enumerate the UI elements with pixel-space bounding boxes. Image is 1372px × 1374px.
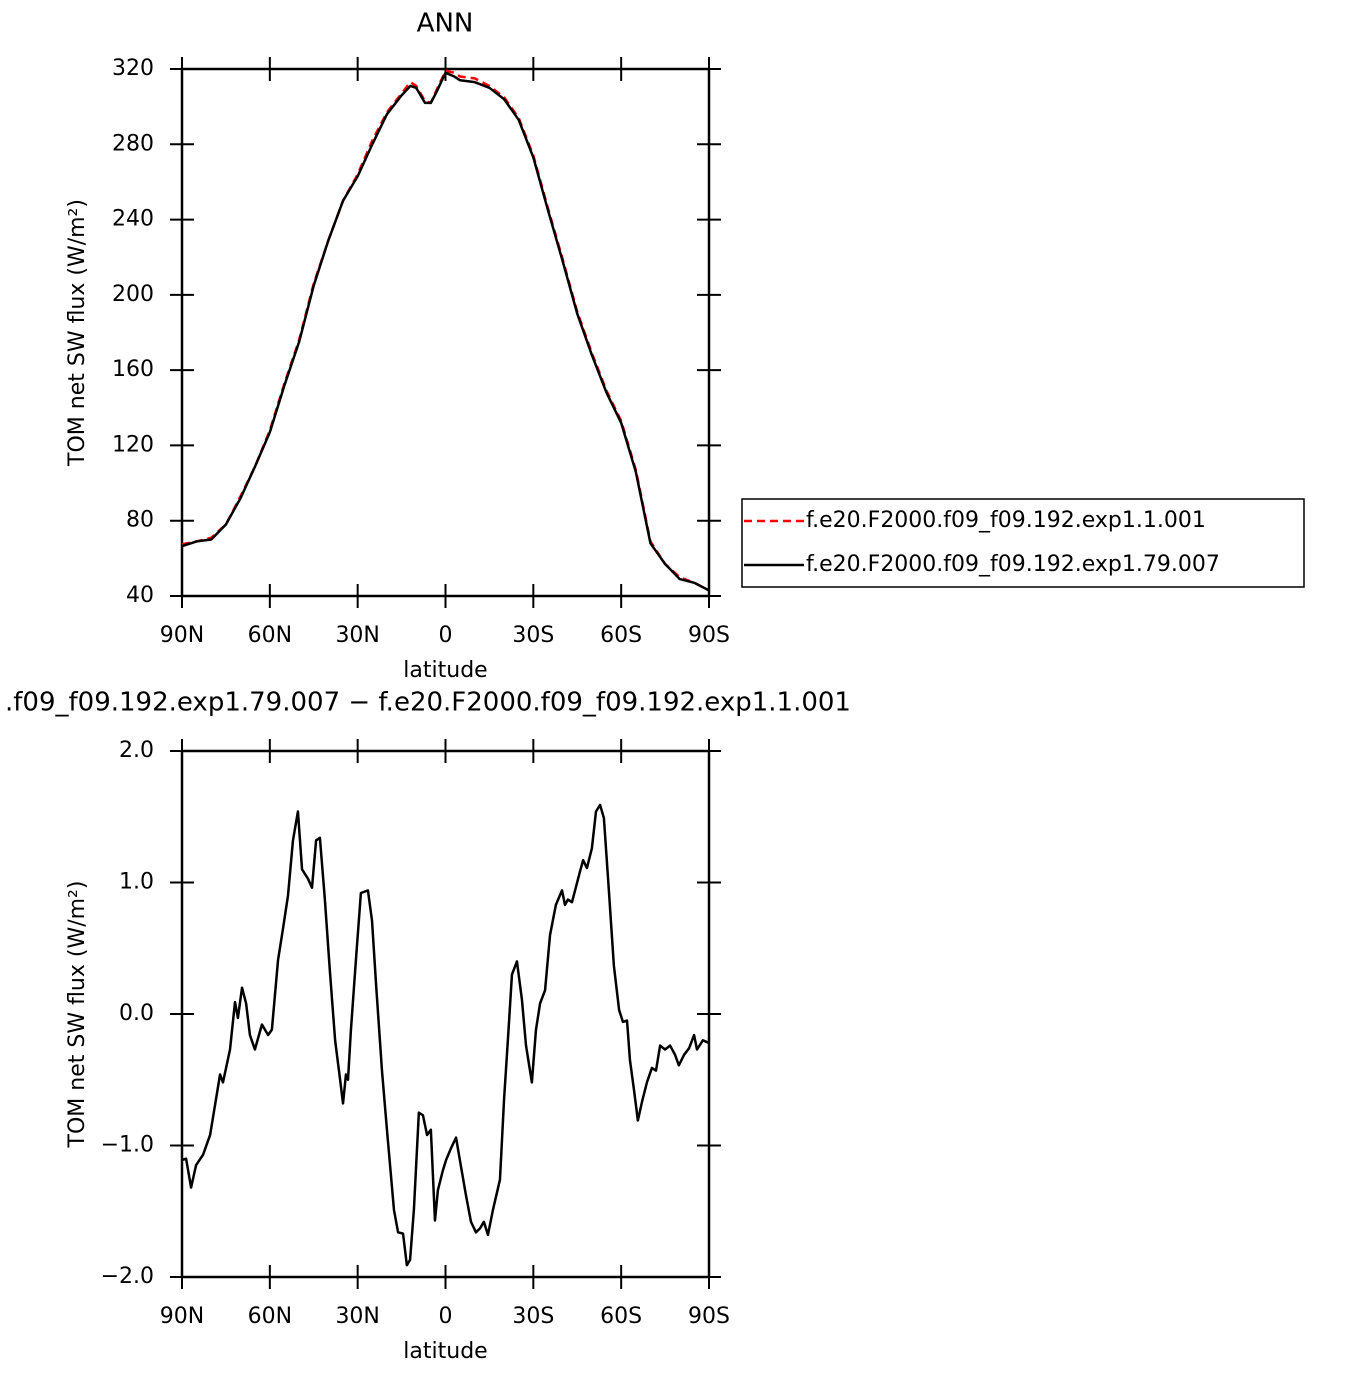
series-line (181, 69, 710, 592)
y-tick-label: 160 (112, 357, 154, 382)
y-tick-label: 280 (112, 131, 154, 156)
series-line (181, 71, 710, 592)
x-tick-label: 0 (439, 1304, 453, 1329)
x-tick-label: 30N (335, 623, 379, 648)
chart-title: .f09_f09.192.exp1.79.007 − f.e20.F2000.f… (5, 688, 851, 718)
y-tick-label: 40 (126, 583, 154, 608)
x-tick-label: 90N (160, 623, 204, 648)
x-tick-label: 60N (248, 623, 292, 648)
y-tick-label: 1.0 (119, 870, 154, 895)
y-axis-label: TOM net SW flux (W/m²) (65, 199, 90, 467)
legend-label: f.e20.F2000.f09_f09.192.exp1.79.007 (806, 552, 1220, 577)
legend-box (741, 498, 1305, 588)
y-axis-label: TOM net SW flux (W/m²) (65, 881, 90, 1149)
y-tick-label: 80 (126, 508, 154, 533)
x-tick-label: 90N (160, 1304, 204, 1329)
x-tick-label: 60S (600, 1304, 642, 1329)
series-line (181, 803, 710, 1267)
y-tick-label: −2.0 (101, 1264, 154, 1289)
y-tick-label: 200 (112, 282, 154, 307)
y-tick-label: −1.0 (101, 1133, 154, 1158)
x-tick-label: 60N (248, 1304, 292, 1329)
y-tick-label: 120 (112, 432, 154, 457)
x-tick-label: 0 (439, 623, 453, 648)
x-tick-label: 90S (688, 1304, 730, 1329)
x-tick-label: 30N (335, 1304, 379, 1329)
x-tick-label: 60S (600, 623, 642, 648)
y-tick-label: 0.0 (119, 1001, 154, 1026)
x-axis-label: latitude (403, 1339, 487, 1364)
y-tick-label: 320 (112, 56, 154, 81)
chart-title: ANN (417, 9, 474, 39)
x-tick-label: 30S (512, 623, 554, 648)
x-tick-label: 30S (512, 1304, 554, 1329)
x-tick-label: 90S (688, 623, 730, 648)
y-tick-label: 2.0 (119, 738, 154, 763)
x-axis-label: latitude (403, 658, 487, 683)
plot-frame (180, 67, 711, 598)
plot-frame (180, 749, 711, 1279)
y-tick-label: 240 (112, 207, 154, 232)
legend-label: f.e20.F2000.f09_f09.192.exp1.1.001 (806, 508, 1206, 533)
